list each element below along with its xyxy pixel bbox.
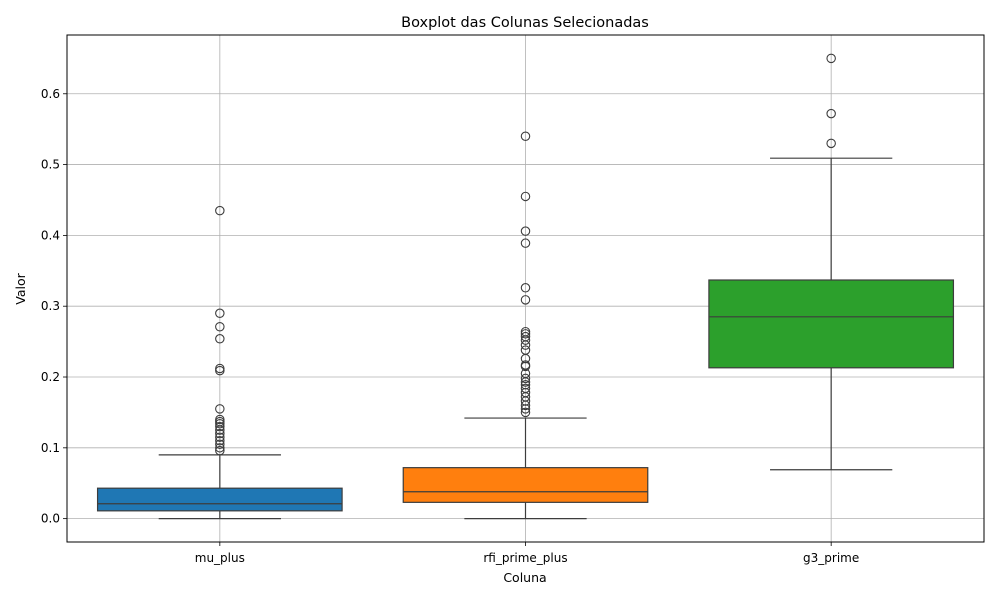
x-tick-label: rfi_prime_plus (483, 551, 567, 565)
y-tick-label: 0.1 (41, 441, 60, 455)
outlier-point (520, 131, 531, 142)
y-tick-label: 0.4 (41, 228, 60, 242)
outlier-point (215, 365, 225, 376)
outlier-point (520, 335, 531, 345)
outlier-point (215, 418, 225, 429)
outlier-point (520, 226, 531, 236)
outlier-point (520, 353, 531, 364)
chart-title: Boxplot das Colunas Selecionadas (401, 15, 649, 31)
box-iqr (708, 279, 955, 369)
outlier-point (215, 425, 225, 435)
outlier-point (826, 53, 836, 64)
box-group-mu_plus (96, 205, 343, 520)
outlier-point (826, 138, 836, 149)
outlier-point (215, 443, 225, 453)
y-tick-label: 0.5 (41, 158, 60, 172)
box-iqr (96, 487, 343, 512)
boxes-layer (96, 53, 955, 520)
outlier-point (215, 432, 225, 442)
outlier-point (215, 435, 225, 446)
outlier-point (520, 373, 531, 384)
y-tick-label: 0.3 (41, 299, 60, 313)
x-tick-label: mu_plus (195, 551, 245, 565)
outlier-point (520, 396, 531, 406)
outlier-point (520, 283, 531, 293)
y-axis: 0.0 0.1 0.2 0.3 0.4 0.5 0.6 (41, 87, 67, 526)
outlier-point (215, 445, 225, 456)
box-group-g3_prime (708, 53, 955, 471)
box-iqr (402, 467, 649, 503)
outlier-point (520, 400, 531, 411)
outlier-point (520, 295, 531, 305)
outlier-point (826, 108, 836, 119)
outlier-point (215, 334, 225, 344)
outlier-point (520, 380, 531, 390)
y-tick-label: 0.6 (41, 87, 60, 101)
x-axis-label: Coluna (503, 570, 546, 585)
y-axis-label: Valor (13, 272, 28, 304)
outlier-point (215, 439, 225, 450)
outlier-point (520, 377, 531, 387)
outlier-point (520, 340, 531, 350)
outlier-point (520, 404, 531, 414)
outlier-point (215, 428, 225, 439)
y-tick-label: 0.2 (41, 370, 60, 384)
x-tick-label: g3_prime (803, 551, 859, 565)
outlier-point (215, 421, 225, 432)
outlier-point (215, 205, 225, 216)
outlier-point (215, 321, 225, 332)
outlier-point (520, 361, 531, 372)
outlier-point (215, 308, 225, 319)
outlier-point (215, 404, 225, 414)
y-tick-label: 0.0 (41, 512, 60, 526)
box-group-rfi_prime_plus (402, 131, 649, 520)
outlier-point (520, 407, 531, 418)
x-axis: mu_plus rfi_prime_plus g3_prime (195, 542, 859, 565)
outlier-point (520, 238, 531, 248)
outlier-point (520, 191, 531, 202)
outlier-point (520, 329, 531, 339)
